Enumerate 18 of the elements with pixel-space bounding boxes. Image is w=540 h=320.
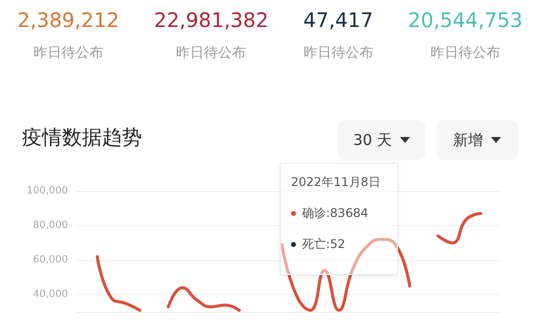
text: 2,389,212 [17,7,120,34]
chart-title: 疫情数据趋势 [22,124,142,151]
text: 新增 [453,130,483,150]
text: 昨日待公布 [429,44,502,62]
text: 30 天 [353,130,392,150]
text: 2022年11月8日 [291,174,382,191]
text: 昨日待公布 [175,44,248,62]
text: 昨日待公布 [32,44,104,62]
y-tick-label: 40,000 [33,289,68,300]
annotation: 死亡:52 [302,236,346,253]
text: 22,981,382 [154,7,268,34]
y-tick-label: 60,000 [33,254,68,266]
text: 47,417 [303,7,374,34]
text: 昨日待公布 [303,44,374,62]
text: 20,544,753 [408,7,523,34]
annotation: 确诊:83684 [302,205,368,222]
y-tick-label: 100,000 [26,186,68,196]
y-tick-label: 80,000 [33,220,68,232]
